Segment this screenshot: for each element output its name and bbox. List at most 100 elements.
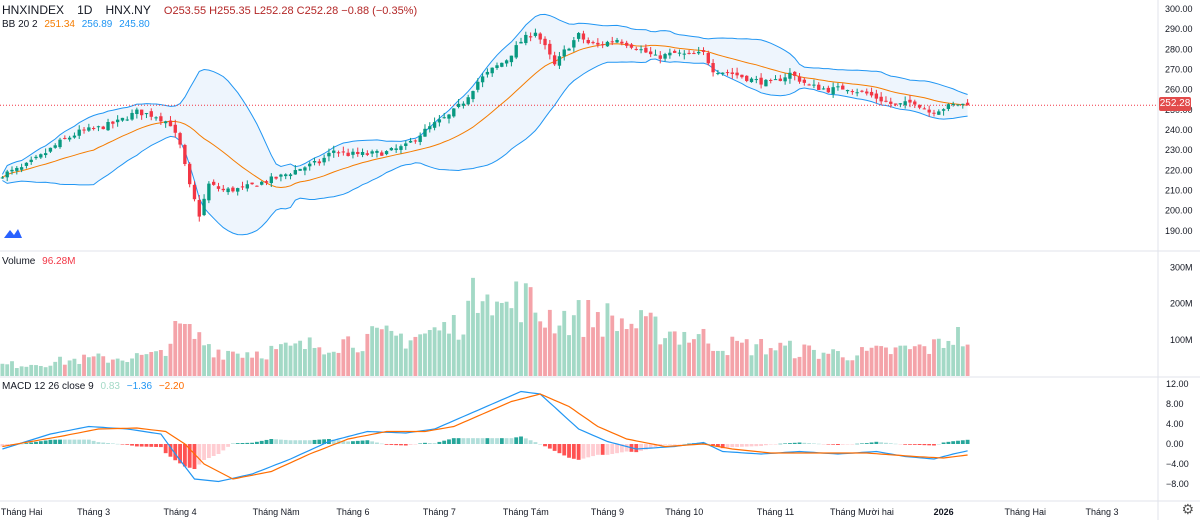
macd-hist-bar (264, 439, 269, 444)
macd-hist-bar (144, 444, 149, 447)
candle-body (384, 151, 389, 155)
exchange-label: HNX.NY (105, 3, 151, 17)
macd-hist-bar (298, 440, 303, 444)
macd-hist-bar (634, 444, 639, 453)
volume-bar (605, 303, 610, 376)
macd-hist-bar (360, 440, 365, 444)
volume-legend[interactable]: Volume 96.28M (2, 256, 80, 267)
candle-body (173, 124, 177, 133)
candle-body (423, 128, 427, 137)
low-value: L252.28 (253, 5, 294, 17)
macd-hist-bar (423, 442, 427, 444)
candle-body (322, 157, 326, 163)
candle-body (557, 56, 562, 66)
macd-hist-bar (836, 444, 840, 445)
macd-hist-bar (317, 439, 322, 444)
time-tick-label: 2026 (934, 507, 954, 517)
volume-bar (442, 322, 447, 376)
volume-bar (163, 355, 168, 376)
volume-bar (14, 368, 19, 376)
volume-bar (418, 334, 423, 376)
volume-bar (293, 343, 298, 376)
settings-gear-icon[interactable]: ⚙ (1181, 501, 1194, 517)
volume-bar (19, 366, 24, 376)
macd-hist-bar (120, 444, 125, 445)
macd-hist-bar (845, 444, 850, 445)
macd-hist-bar (29, 442, 34, 444)
macd-hist-bar (115, 443, 120, 445)
macd-hist-bar (5, 444, 10, 446)
candle-body (101, 126, 105, 130)
volume-bar (749, 355, 754, 376)
macd-hist-bar (139, 444, 144, 447)
candle-body (922, 108, 927, 110)
volume-bar (283, 342, 288, 376)
bb-upper-line (1, 13, 968, 175)
price-tick-label: 280.00 (1165, 44, 1193, 54)
candle-body (624, 42, 629, 46)
volume-bar (375, 327, 379, 376)
macd-hist-bar (154, 444, 158, 447)
macd-hist-bar (523, 438, 528, 444)
volume-bar (168, 343, 173, 376)
candle-body (965, 102, 970, 106)
candle-body (610, 41, 614, 43)
candle-body (336, 152, 341, 154)
candle-body (466, 97, 470, 105)
volume-bar (250, 357, 255, 376)
volume-bar (125, 362, 130, 376)
symbol-name[interactable]: HNXINDEX (2, 3, 65, 17)
macd-hist-bar (245, 442, 250, 444)
candle-body (284, 174, 288, 177)
candle-body (826, 87, 831, 93)
volume-bar (211, 357, 216, 376)
macd-hist-bar (149, 444, 154, 447)
candle-body (303, 167, 307, 171)
macd-hist-bar (432, 443, 437, 444)
macd-hist-bar (413, 444, 418, 445)
volume-bar (860, 347, 864, 376)
interval-label[interactable]: 1D (77, 3, 93, 17)
candle-body (716, 73, 720, 75)
volume-bar (130, 358, 134, 376)
volume-bar (629, 323, 634, 376)
volume-bar (115, 358, 120, 376)
volume-bar (38, 365, 43, 376)
macd-hist-bar (595, 444, 600, 455)
macd-hist-bar (197, 444, 202, 465)
volume-bar (903, 345, 908, 376)
volume-bar (77, 363, 82, 376)
candle-body (754, 79, 758, 81)
macd-hist-bar (600, 444, 605, 455)
volume-bar (624, 329, 629, 376)
volume-bar (384, 325, 389, 376)
macd-hist-bar (125, 444, 130, 445)
volume-bar (216, 349, 221, 376)
macd-hist-bar (619, 444, 624, 453)
macd-legend[interactable]: MACD 12 26 close 9 0.83 −1.36 −2.20 (2, 381, 188, 392)
macd-hist-bar (379, 443, 384, 445)
volume-bar (571, 315, 576, 376)
candle-body (308, 163, 312, 167)
macd-hist-bar (230, 443, 235, 444)
volume-bar (144, 354, 149, 376)
macd-hist-bar (725, 444, 730, 448)
macd-legend-name: MACD 12 26 close 9 (2, 381, 94, 392)
candle-body (841, 85, 845, 90)
price-tick-label: 290.00 (1165, 24, 1193, 34)
tradingview-logo-icon[interactable] (3, 226, 23, 240)
volume-bar (845, 360, 850, 376)
volume-bar (351, 347, 355, 376)
candle-body (341, 151, 346, 153)
candle-body (149, 111, 153, 117)
macd-hist-bar (567, 444, 571, 458)
bb-legend[interactable]: BB 20 2 251.34 256.89 245.80 (2, 19, 154, 30)
macd-hist-bar (346, 441, 351, 444)
candle-body (543, 38, 547, 46)
candle-body (898, 103, 903, 105)
volume-bar (456, 339, 461, 376)
macd-hist-bar (908, 444, 912, 445)
volume-bar (778, 342, 783, 376)
macd-hist-bar (658, 444, 663, 446)
